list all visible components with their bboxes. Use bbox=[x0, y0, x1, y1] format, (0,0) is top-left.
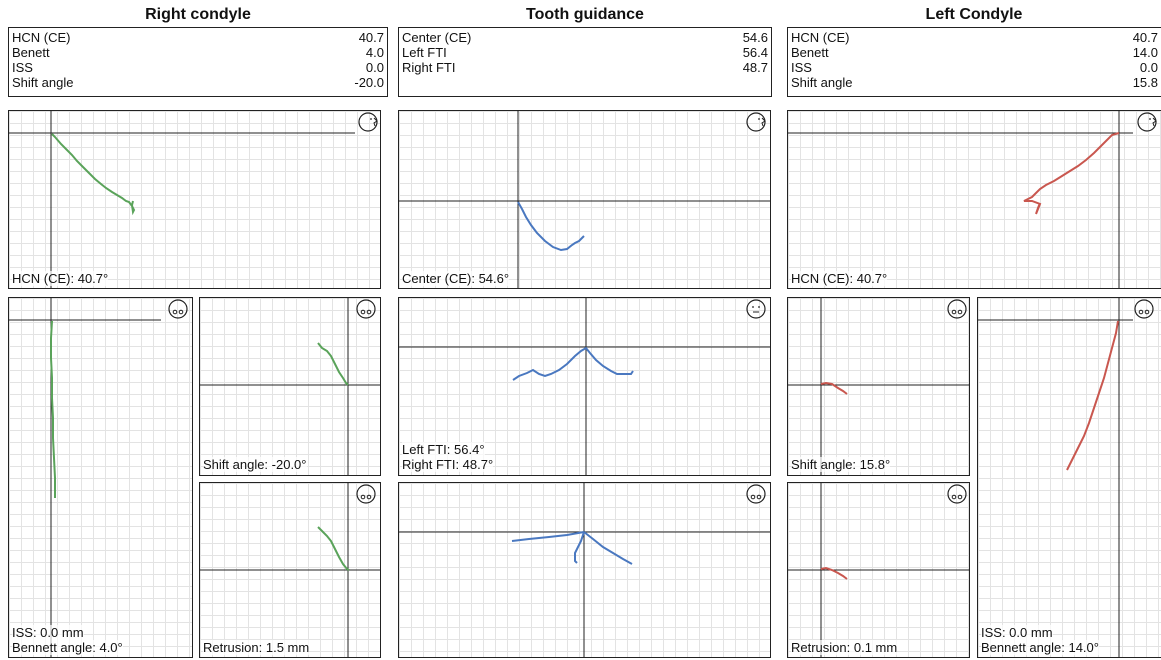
left-horizontal-panel: ISS: 0.0 mm Bennett angle: 14.0° bbox=[977, 297, 1161, 658]
tooth-frontal-panel: Left FTI: 56.4° Right FTI: 48.7° bbox=[398, 297, 771, 476]
left-retrusion-plot bbox=[788, 483, 969, 657]
value-row: HCN (CE) 40.7 bbox=[12, 30, 384, 45]
right-sagittal-trace bbox=[51, 133, 136, 216]
left-shift-trace bbox=[820, 381, 848, 395]
value-row: Right FTI 48.7 bbox=[402, 60, 768, 75]
right-iss-label: ISS: 0.0 mm bbox=[12, 625, 84, 640]
head-top-view-icon bbox=[356, 299, 376, 319]
right-horizontal-panel: ISS: 0.0 mm Bennett angle: 4.0° bbox=[8, 297, 193, 658]
right-retrusion-panel: Retrusion: 1.5 mm bbox=[199, 482, 381, 658]
left-sagittal-label: HCN (CE): 40.7° bbox=[791, 271, 888, 286]
tooth-guidance-title: Tooth guidance bbox=[526, 6, 644, 23]
value-row: ISS 0.0 bbox=[791, 60, 1158, 75]
left-iss-label: ISS: 0.0 mm bbox=[981, 625, 1053, 640]
tooth-horizontal-trace-right bbox=[583, 531, 633, 565]
value-row: Shift angle 15.8 bbox=[791, 75, 1158, 90]
right-bennett-label: Bennett angle: 4.0° bbox=[12, 640, 123, 655]
head-top-view-icon bbox=[947, 299, 967, 319]
value-row: Center (CE) 54.6 bbox=[402, 30, 768, 45]
left-sagittal-plot bbox=[788, 111, 1133, 288]
right-condyle-values: HCN (CE) 40.7 Benett 4.0 ISS 0.0 Shift angl… bbox=[8, 27, 388, 97]
head-top-view-icon bbox=[1134, 299, 1154, 319]
value-row: Benett 14.0 bbox=[791, 45, 1158, 60]
face-profile-icon bbox=[358, 112, 378, 132]
left-shift-label: Shift angle: 15.8° bbox=[791, 457, 891, 472]
left-shift-plot bbox=[788, 298, 969, 475]
left-condyle-values: HCN (CE) 40.7 Benett 14.0 ISS 0.0 Shift ang… bbox=[787, 27, 1161, 97]
tooth-sagittal-panel: Center (CE): 54.6° bbox=[398, 110, 771, 289]
right-shift-plot bbox=[200, 298, 380, 475]
right-sagittal-label: HCN (CE): 40.7° bbox=[12, 271, 109, 286]
tooth-sagittal-label: Center (CE): 54.6° bbox=[402, 271, 510, 286]
head-top-view-icon bbox=[168, 299, 188, 319]
left-bennett-label: Bennett angle: 14.0° bbox=[981, 640, 1099, 655]
right-shift-panel: Shift angle: -20.0° bbox=[199, 297, 381, 476]
right-shift-trace bbox=[317, 342, 349, 386]
right-sagittal-plot bbox=[9, 111, 355, 288]
face-profile-icon bbox=[1137, 112, 1157, 132]
value-row: ISS 0.0 bbox=[12, 60, 384, 75]
right-horizontal-plot bbox=[9, 298, 161, 657]
right-condyle-title: Right condyle bbox=[145, 6, 251, 23]
left-retrusion-panel: Retrusion: 0.1 mm bbox=[787, 482, 970, 658]
left-sagittal-trace bbox=[1023, 132, 1120, 215]
head-top-view-icon bbox=[947, 484, 967, 504]
left-condyle-title: Left Condyle bbox=[925, 6, 1023, 23]
tooth-horizontal-trace-left bbox=[511, 531, 585, 542]
right-horizontal-trace bbox=[50, 320, 56, 498]
right-sagittal-panel: HCN (CE): 40.7° bbox=[8, 110, 381, 289]
right-retrusion-trace bbox=[317, 526, 350, 571]
tooth-horizontal-panel bbox=[398, 482, 771, 658]
right-retrusion-label: Retrusion: 1.5 mm bbox=[203, 640, 310, 655]
tooth-horizontal-plot bbox=[399, 483, 770, 657]
value-row: Shift angle -20.0 bbox=[12, 75, 384, 90]
tooth-frontal-trace bbox=[512, 346, 634, 381]
tooth-sagittal-trace bbox=[517, 201, 585, 252]
left-sagittal-panel: HCN (CE): 40.7° bbox=[787, 110, 1161, 289]
tooth-sagittal-plot bbox=[399, 111, 770, 288]
tooth-right-fti-label: Right FTI: 48.7° bbox=[402, 457, 494, 472]
head-top-view-icon bbox=[356, 484, 376, 504]
face-front-icon bbox=[746, 299, 766, 319]
head-top-view-icon bbox=[746, 484, 766, 504]
left-shift-panel: Shift angle: 15.8° bbox=[787, 297, 970, 476]
value-row: HCN (CE) 40.7 bbox=[791, 30, 1158, 45]
value-row: Benett 4.0 bbox=[12, 45, 384, 60]
face-profile-icon bbox=[746, 112, 766, 132]
right-shift-label: Shift angle: -20.0° bbox=[203, 457, 307, 472]
left-retrusion-trace bbox=[820, 566, 848, 580]
left-horizontal-trace bbox=[1066, 320, 1119, 471]
tooth-horizontal-trace-center bbox=[574, 531, 585, 564]
tooth-left-fti-label: Left FTI: 56.4° bbox=[402, 442, 485, 457]
left-retrusion-label: Retrusion: 0.1 mm bbox=[791, 640, 898, 655]
tooth-frontal-plot bbox=[399, 298, 770, 475]
tooth-guidance-values: Center (CE) 54.6 Left FTI 56.4 Right FTI 48… bbox=[398, 27, 772, 97]
value-row: Left FTI 56.4 bbox=[402, 45, 768, 60]
right-retrusion-plot bbox=[200, 483, 380, 657]
left-horizontal-plot bbox=[978, 298, 1133, 657]
